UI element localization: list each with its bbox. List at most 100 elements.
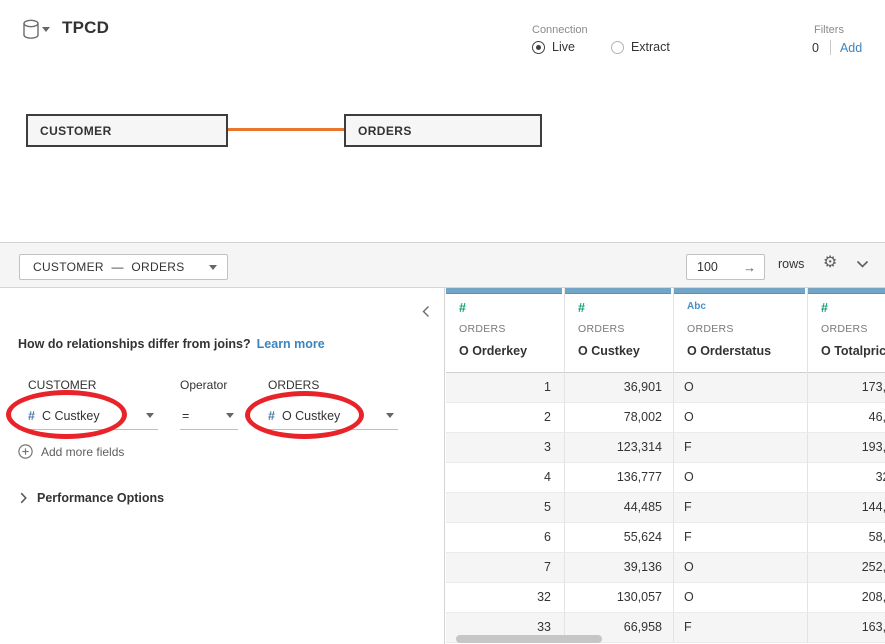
filters-controls: 0 Add — [812, 40, 862, 55]
number-type-icon: # — [28, 408, 35, 423]
grid-cell: 7 — [446, 553, 565, 583]
grid-cell: 5 — [446, 493, 565, 523]
datasource-title[interactable]: TPCD — [62, 18, 110, 37]
grid-cell: O — [674, 463, 808, 493]
column-header[interactable]: # ORDERS O Totalprice — [808, 288, 885, 373]
grid-cell: O — [674, 373, 808, 403]
grid-cell: 39,136 — [565, 553, 674, 583]
filters-divider — [829, 40, 831, 55]
add-more-fields-button[interactable]: Add more fields — [18, 444, 124, 459]
radio-option-extract[interactable]: Extract — [610, 40, 670, 54]
learn-more-link[interactable]: Learn more — [256, 337, 325, 351]
relationship-edit-panel — [0, 288, 445, 644]
grid-cell: 2 — [446, 403, 565, 433]
grid-cell: 58,7 — [808, 523, 885, 553]
grid-cell: 130,057 — [565, 583, 674, 613]
grid-cell: F — [674, 613, 808, 643]
chevron-down-icon — [386, 413, 394, 418]
relationship-noodle-line[interactable] — [228, 128, 344, 131]
radio-extract-label: Extract — [630, 40, 670, 54]
add-more-fields-label: Add more fields — [41, 444, 125, 459]
column-table-name: ORDERS — [459, 323, 506, 335]
operator-dropdown[interactable]: = — [180, 402, 238, 430]
grid-cell: 46,9 — [808, 403, 885, 433]
collapse-panel-chevron-icon[interactable] — [422, 305, 430, 318]
relationship-selector-dropdown[interactable]: CUSTOMER — ORDERS — [19, 254, 228, 280]
canvas-table-customer[interactable]: CUSTOMER — [26, 114, 228, 147]
operator-value: = — [182, 408, 190, 423]
relationship-help-text: How do relationships differ from joins? L… — [18, 337, 325, 351]
grid-header-row: # ORDERS O Orderkey # ORDERS O Custkey Abc ORDE… — [446, 288, 885, 373]
relationship-question-text: How do relationships differ from joins? — [18, 337, 251, 351]
grid-cell: 55,624 — [565, 523, 674, 553]
right-field-value: O Custkey — [281, 408, 341, 423]
filters-label: Filters — [814, 24, 844, 36]
settings-gear-icon[interactable]: ⚙ — [823, 254, 838, 271]
column-header[interactable]: # ORDERS O Custkey — [565, 288, 674, 373]
column-table-name: ORDERS — [821, 323, 868, 335]
grid-cell: O — [674, 403, 808, 433]
grid-cell: 4 — [446, 463, 565, 493]
left-field-dropdown[interactable]: # C Custkey — [18, 402, 158, 430]
left-field-value: C Custkey — [41, 408, 100, 423]
grid-cell: 193,8 — [808, 433, 885, 463]
connection-label: Connection — [532, 24, 588, 36]
right-field-dropdown[interactable]: # O Custkey — [258, 402, 398, 430]
column-header[interactable]: Abc ORDERS O Orderstatus — [674, 288, 808, 373]
radio-extract-icon[interactable] — [610, 40, 624, 54]
data-preview-grid: # ORDERS O Orderkey # ORDERS O Custkey Abc ORDE… — [446, 288, 885, 644]
column-accent-strip — [446, 288, 562, 294]
grid-body: 136,901O173,6278,002O46,93123,314F193,84… — [446, 373, 885, 643]
number-type-icon: # — [821, 301, 828, 315]
radio-option-live[interactable]: Live — [532, 40, 575, 54]
left-table-column-label: CUSTOMER — [28, 378, 97, 392]
plus-circle-icon — [18, 444, 33, 459]
column-accent-strip — [808, 288, 885, 294]
column-header[interactable]: # ORDERS O Orderkey — [446, 288, 565, 373]
grid-cell: 6 — [446, 523, 565, 553]
grid-cell: 123,314 — [565, 433, 674, 463]
apply-rows-arrow-icon[interactable]: → — [743, 259, 756, 275]
database-icon[interactable] — [20, 18, 44, 42]
grid-cell: O — [674, 553, 808, 583]
collapse-grid-chevron-icon[interactable] — [856, 260, 869, 268]
grid-cell: 144,6 — [808, 493, 885, 523]
performance-options-label: Performance Options — [37, 491, 165, 505]
rows-count-input[interactable]: 100 → — [686, 254, 765, 280]
canvas-table-orders-label: ORDERS — [358, 123, 412, 138]
text-type-icon: Abc — [687, 301, 706, 312]
rows-count-value[interactable]: 100 — [697, 260, 718, 274]
horizontal-scrollbar-thumb[interactable] — [456, 635, 602, 643]
radio-live-icon[interactable] — [532, 40, 545, 54]
filters-add-link[interactable]: Add — [839, 40, 863, 55]
grid-cell: 173,6 — [808, 373, 885, 403]
grid-cell: 3 — [446, 433, 565, 463]
grid-cell: 208,6 — [808, 583, 885, 613]
grid-cell: F — [674, 523, 808, 553]
chevron-right-icon — [20, 492, 27, 504]
chevron-down-icon — [209, 264, 217, 270]
number-type-icon: # — [459, 301, 466, 315]
database-menu-caret-icon[interactable] — [42, 27, 50, 32]
grid-cell: 32 — [446, 583, 565, 613]
performance-options-toggle[interactable]: Performance Options — [20, 491, 164, 505]
grid-cell: 136,777 — [565, 463, 674, 493]
operator-column-label: Operator — [180, 378, 228, 392]
grid-cell: 252,0 — [808, 553, 885, 583]
rows-unit-label: rows — [778, 257, 805, 271]
filters-count: 0 — [812, 40, 819, 55]
grid-cell: 36,901 — [565, 373, 674, 403]
number-type-icon: # — [268, 408, 275, 423]
column-field-name: O Orderkey — [459, 344, 528, 358]
grid-cell: 163,2 — [808, 613, 885, 643]
column-table-name: ORDERS — [578, 323, 625, 335]
column-field-name: O Totalprice — [821, 344, 885, 358]
grid-cell: 78,002 — [565, 403, 674, 433]
canvas-table-orders[interactable]: ORDERS — [344, 114, 542, 147]
